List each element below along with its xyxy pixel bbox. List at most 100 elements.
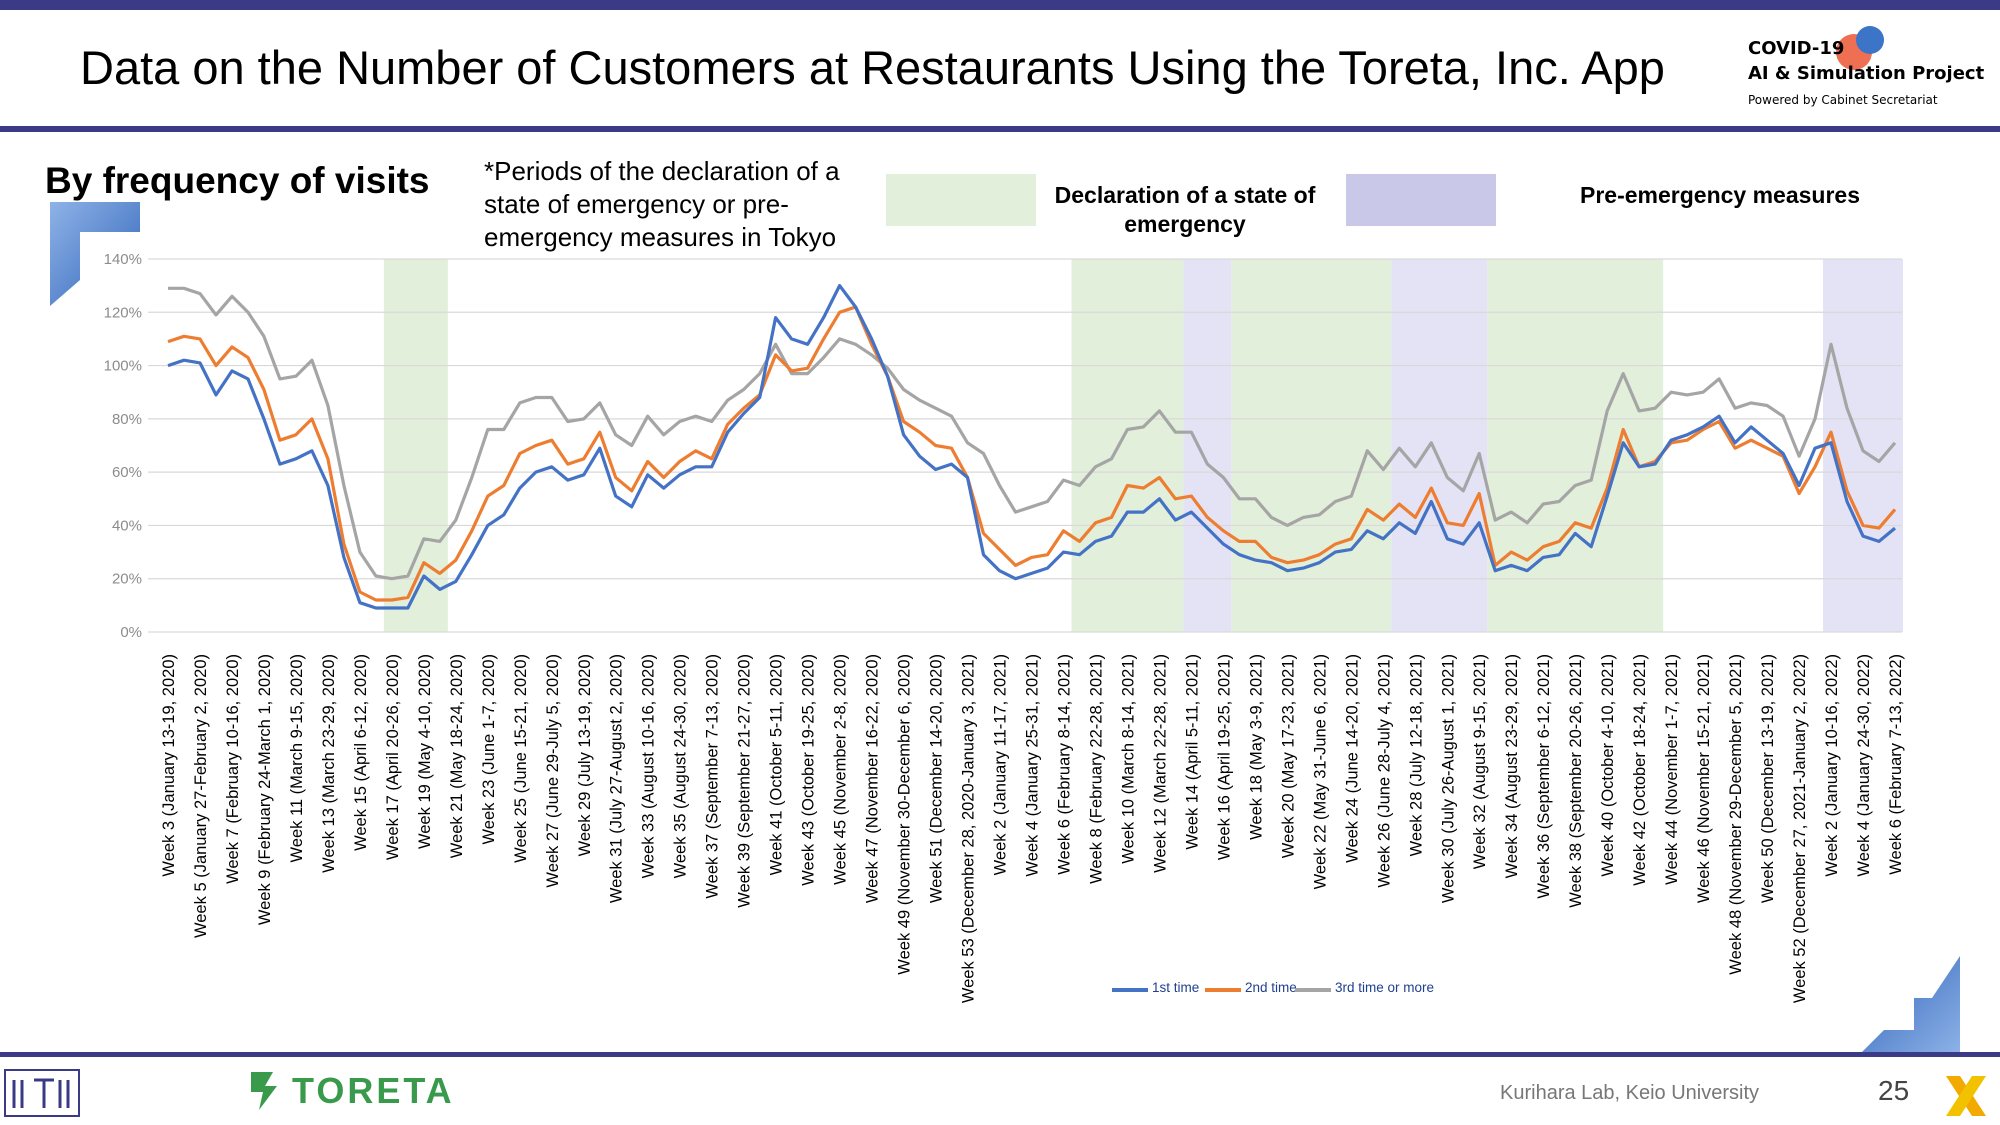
keio-logo-icon (4, 1069, 80, 1117)
x-tick-label: Week 50 (December 13-19, 2021) (1759, 654, 1777, 903)
x-tick-label: Week 47 (November 16-22, 2020) (864, 654, 882, 903)
x-tick-label: Week 6 (February 7-13, 2022) (1887, 654, 1905, 875)
pre-emergency-period-band (1823, 259, 1903, 632)
x-logo-icon (1946, 1076, 1986, 1116)
subtitle: By frequency of visits (45, 160, 430, 201)
y-tick-label: 60% (112, 464, 142, 481)
x-tick-label: Week 51 (December 14-20, 2020) (928, 654, 946, 903)
x-tick-label: Week 48 (November 29-December 5, 2021) (1727, 654, 1745, 975)
footer-divider (0, 1052, 2000, 1057)
x-tick-label: Week 14 (April 5-11, 2021) (1183, 654, 1201, 850)
x-tick-label: Week 10 (March 8-14, 2021) (1119, 654, 1137, 864)
pre-emergency-period-band (1391, 259, 1488, 632)
x-tick-label: Week 36 (September 6-12, 2021) (1535, 654, 1553, 899)
x-tick-label: Week 37 (September 7-13, 2020) (704, 654, 722, 899)
x-tick-label: Week 32 (August 9-15, 2021) (1471, 654, 1489, 869)
project-line2: AI & Simulation Project (1748, 63, 1985, 84)
x-tick-label: Week 15 (April 6-12, 2020) (352, 654, 370, 851)
x-tick-label: Week 45 (November 2-8, 2020) (832, 654, 850, 885)
y-tick-label: 0% (120, 624, 142, 641)
y-tick-label: 40% (112, 517, 142, 534)
x-tick-label: Week 22 (May 31-June 6, 2021) (1311, 654, 1329, 889)
x-tick-label: Week 16 (April 19-25, 2021) (1215, 654, 1233, 860)
x-tick-label: Week 42 (October 18-24, 2021) (1631, 654, 1649, 886)
x-tick-label: Week 2 (January 10-16, 2022) (1823, 654, 1841, 877)
y-tick-label: 80% (112, 411, 142, 428)
series-line (167, 284, 1897, 610)
series-line (167, 305, 1897, 602)
x-tick-label: Week 6 (February 8-14, 2021) (1056, 654, 1074, 875)
x-tick-label: Week 52 (December 27, 2021-January 2, 20… (1791, 654, 1809, 1003)
x-tick-label: Week 33 (August 10-16, 2020) (640, 654, 658, 878)
emergency-legend-swatch (886, 174, 1036, 226)
x-tick-label: Week 7 (February 10-16, 2020) (224, 654, 242, 884)
x-tick-label: Week 38 (September 20-26, 2021) (1567, 654, 1585, 908)
x-tick-label: Week 28 (July 12-18, 2021) (1407, 654, 1425, 856)
x-tick-label: Week 39 (September 21-27, 2020) (736, 654, 754, 908)
x-tick-label: Week 13 (March 23-29, 2020) (320, 654, 338, 873)
x-tick-label: Week 44 (November 1-7, 2021) (1663, 654, 1681, 885)
x-tick-label: Week 29 (July 13-19, 2020) (576, 654, 594, 856)
x-tick-label: Week 26 (June 28-July 4, 2021) (1375, 654, 1393, 888)
x-tick-label: Week 11 (March 9-15, 2020) (288, 654, 306, 863)
y-tick-label: 120% (104, 304, 142, 321)
x-tick-label: Week 27 (June 29-July 5, 2020) (544, 654, 562, 888)
legend-label: 1st time (1152, 980, 1199, 995)
toreta-logo-icon (251, 1072, 277, 1110)
project-line1: COVID-19 (1748, 38, 1845, 59)
series-line (168, 286, 1897, 581)
x-tick-label: Week 53 (December 28, 2020-January 3, 20… (960, 654, 978, 1003)
project-line3: Powered by Cabinet Secretariat (1748, 93, 1938, 107)
project-logo-text: COVID-19 AI & Simulation Project Powered… (1748, 36, 1984, 113)
legend-label: 2nd time (1245, 980, 1297, 995)
x-tick-label: Week 49 (November 30-December 6, 2020) (896, 654, 914, 975)
pre-emergency-period-band (1183, 259, 1232, 632)
x-tick-label: Week 20 (May 17-23, 2021) (1279, 654, 1297, 858)
x-tick-label: Week 5 (January 27-February 2, 2020) (192, 654, 210, 938)
top-accent-bar (0, 0, 2000, 10)
header-divider (0, 126, 2000, 132)
pre-emergency-legend-swatch (1346, 174, 1496, 226)
x-tick-label: Week 3 (January 13-19, 2020) (160, 654, 178, 877)
emergency-period-band (1231, 259, 1392, 632)
x-tick-label: Week 12 (March 22-28, 2021) (1151, 654, 1169, 873)
y-tick-label: 100% (104, 358, 142, 375)
corner-decoration-br-icon (1858, 956, 1960, 1056)
x-tick-label: Week 31 (July 27-August 2, 2020) (608, 654, 626, 903)
x-tick-label: Week 24 (June 14-20, 2021) (1343, 654, 1361, 863)
x-tick-label: Week 19 (May 4-10, 2020) (416, 654, 434, 849)
x-tick-label: Week 2 (January 11-17, 2021) (992, 654, 1010, 875)
x-tick-label: Week 17 (April 20-26, 2020) (384, 654, 402, 860)
x-tick-label: Week 4 (January 24-30, 2022) (1855, 654, 1873, 877)
x-tick-label: Week 8 (February 22-28, 2021) (1088, 654, 1106, 884)
emergency-period-band (1071, 259, 1184, 632)
y-tick-label: 20% (112, 571, 142, 588)
x-tick-label: Week 23 (June 1-7, 2020) (480, 654, 498, 844)
x-tick-label: Week 34 (August 23-29, 2021) (1503, 654, 1521, 878)
x-tick-label: Week 40 (October 4-10, 2021) (1599, 654, 1617, 877)
x-tick-label: Week 25 (June 15-21, 2020) (512, 654, 530, 863)
lab-credit: Kurihara Lab, Keio University (1500, 1082, 1760, 1104)
pre-emergency-legend-label: Pre-emergency measures (1580, 182, 1860, 208)
project-logo-icon (1836, 26, 1884, 70)
x-tick-label: Week 43 (October 19-25, 2020) (800, 654, 818, 886)
corner-decoration-icon (50, 202, 140, 306)
x-tick-label: Week 30 (July 26-August 1, 2021) (1439, 654, 1457, 903)
x-tick-label: Week 18 (May 3-9, 2021) (1247, 654, 1265, 840)
emergency-period-band (383, 259, 448, 632)
y-tick-label: 140% (104, 251, 142, 268)
period-note: *Periods of the declaration of a state o… (484, 156, 840, 252)
x-tick-label: Week 21 (May 18-24, 2020) (448, 654, 466, 858)
x-tick-label: Week 41 (October 5-11, 2020) (768, 654, 786, 875)
emergency-legend-label: Declaration of a state of emergency (1054, 182, 1316, 237)
emergency-period-band (1487, 259, 1664, 632)
page-number: 25 (1878, 1075, 1910, 1106)
x-tick-label: Week 35 (August 24-30, 2020) (672, 654, 690, 878)
x-tick-label: Week 9 (February 24-March 1, 2020) (256, 654, 274, 925)
x-tick-label: Week 46 (November 15-21, 2021) (1695, 654, 1713, 903)
toreta-brand-text: TORETA (292, 1070, 455, 1111)
legend-label: 3rd time or more (1335, 980, 1434, 995)
page-title: Data on the Number of Customers at Resta… (80, 41, 1665, 94)
x-tick-label: Week 4 (January 25-31, 2021) (1024, 654, 1042, 877)
